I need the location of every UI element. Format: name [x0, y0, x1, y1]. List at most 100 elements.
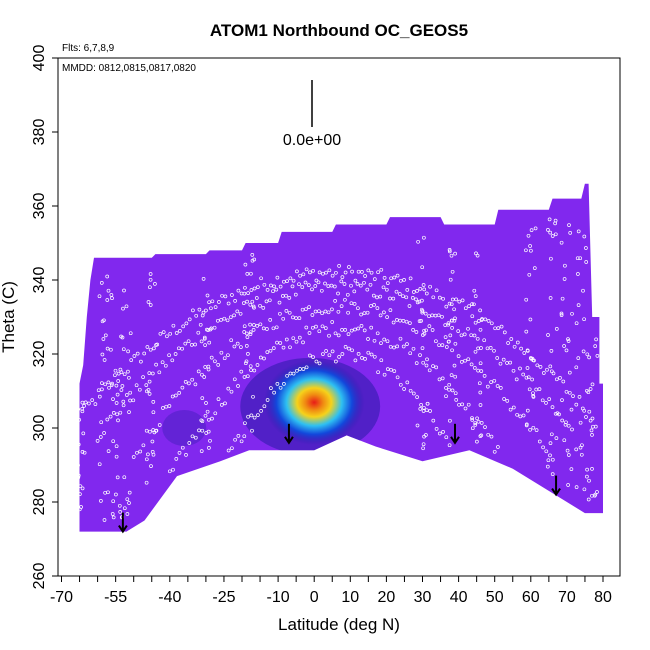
sample-point: [265, 327, 269, 331]
sample-point: [148, 429, 152, 434]
sample-point: [339, 279, 344, 284]
x-tick-label: 0: [310, 589, 319, 606]
sample-point: [80, 486, 85, 491]
sample-point: [483, 317, 488, 322]
sample-point: [165, 334, 169, 339]
sample-point: [547, 397, 552, 401]
sample-point: [119, 334, 123, 339]
sample-point: [297, 316, 302, 320]
sample-point: [584, 246, 588, 250]
sample-point: [470, 416, 474, 420]
sample-point: [522, 351, 527, 355]
sample-point: [235, 309, 240, 314]
sample-point: [586, 497, 591, 502]
sample-point: [158, 331, 163, 336]
sample-point: [496, 445, 500, 449]
sample-point: [530, 356, 535, 361]
sample-point: [472, 288, 477, 293]
sample-point: [463, 306, 468, 311]
sample-point: [453, 374, 458, 379]
sample-point: [419, 307, 424, 312]
sample-point: [447, 382, 452, 387]
sample-point: [478, 308, 482, 313]
sample-point: [485, 384, 490, 389]
sample-point: [472, 333, 477, 338]
sample-point: [343, 328, 348, 332]
sample-point: [180, 385, 185, 390]
sample-point: [254, 296, 259, 300]
sample-point: [225, 318, 230, 323]
sample-point: [265, 350, 270, 354]
sample-point: [590, 467, 594, 471]
sample-point: [151, 410, 156, 415]
sample-point: [73, 412, 78, 417]
sample-point: [365, 287, 370, 292]
sample-point: [359, 324, 364, 328]
sample-point: [593, 344, 598, 348]
x-tick-label: -40: [158, 589, 181, 606]
sample-point: [320, 311, 324, 316]
sample-point: [111, 397, 115, 401]
sample-point: [110, 381, 114, 386]
sample-point: [258, 355, 263, 360]
sample-point: [483, 425, 487, 429]
sample-point: [170, 358, 175, 363]
sample-point: [239, 439, 244, 444]
sample-point: [452, 307, 456, 312]
sample-point: [431, 418, 436, 423]
sample-point: [518, 366, 522, 371]
sample-point: [479, 369, 484, 373]
sample-point: [203, 343, 207, 347]
sample-point: [160, 360, 165, 365]
sample-point: [421, 283, 426, 287]
sample-point: [167, 353, 171, 358]
sample-point: [259, 409, 263, 413]
sample-point: [467, 304, 471, 308]
sample-point: [148, 277, 153, 282]
sample-point: [246, 291, 250, 295]
sample-point: [213, 411, 218, 416]
sample-point: [425, 357, 429, 362]
sample-point: [372, 303, 376, 307]
sample-point: [106, 380, 111, 385]
sample-point: [293, 292, 298, 297]
sample-point: [152, 430, 157, 435]
sample-point: [424, 291, 429, 296]
sample-point: [138, 449, 143, 454]
sample-point: [184, 321, 189, 326]
sample-point: [566, 423, 571, 428]
sample-point: [425, 401, 430, 406]
x-tick-label: 70: [558, 589, 576, 606]
sample-point: [239, 369, 244, 374]
sample-point: [401, 344, 406, 349]
sample-point: [446, 321, 451, 325]
sample-point: [576, 303, 581, 307]
sample-point: [191, 308, 195, 313]
sample-point: [199, 418, 204, 423]
sample-point: [114, 401, 119, 405]
sample-point: [261, 306, 266, 310]
sample-point: [501, 357, 506, 362]
sample-point: [210, 416, 214, 421]
sample-point: [324, 349, 328, 353]
x-tick-label: -55: [104, 589, 127, 606]
sample-point: [580, 443, 584, 448]
sample-point: [478, 361, 483, 366]
sample-point: [585, 474, 589, 479]
sample-point: [334, 359, 338, 364]
sample-point: [72, 424, 77, 429]
sample-point: [105, 417, 110, 422]
sample-point: [411, 391, 416, 396]
sample-point: [327, 353, 332, 358]
sample-point: [278, 385, 283, 390]
sample-point: [476, 346, 480, 351]
sample-point: [222, 316, 227, 321]
sample-point: [116, 371, 121, 376]
sample-point: [127, 375, 131, 380]
sample-point: [201, 277, 206, 281]
sample-point: [157, 423, 162, 427]
sample-point: [466, 402, 471, 407]
sample-point: [178, 329, 182, 333]
sample-point: [475, 439, 479, 444]
sample-point: [553, 232, 558, 237]
